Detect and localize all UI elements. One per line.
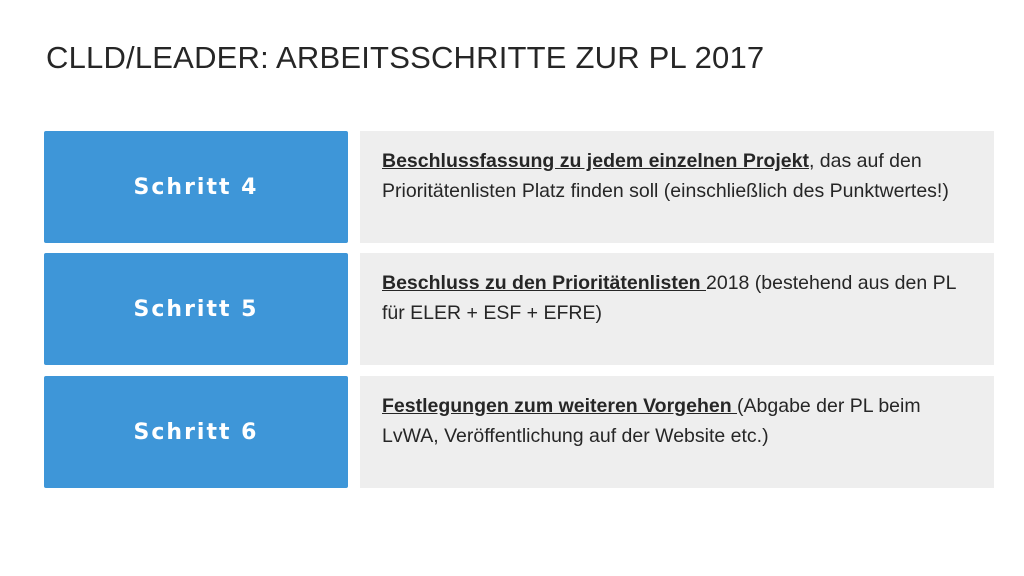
step-label: Schritt 5 <box>133 296 259 322</box>
step-emphasis: Beschlussfassung zu jedem einzelnen Proj… <box>382 150 809 172</box>
step-description: , das auf den Prioritätenlisten Platz fi… <box>382 150 949 202</box>
step-description-box: Beschlussfassung zu jedem einzelnen Proj… <box>360 131 994 243</box>
step-description: 2018 (bestehend aus den PL für ELER + ES… <box>382 272 956 324</box>
step-emphasis: Festlegungen zum weiteren Vorgehen <box>382 395 738 417</box>
step-description-box: Festlegungen zum weiteren Vorgehen (Abga… <box>360 376 994 488</box>
step-description: (Abgabe der PL beim LvWA, Veröffentlichu… <box>382 395 921 447</box>
step-emphasis: Beschluss zu den Prioritätenlisten <box>382 272 706 294</box>
step-row-4: Schritt 4 Beschlussfassung zu jedem einz… <box>44 131 994 243</box>
step-row-5: Schritt 5 Beschluss zu den Prioritätenli… <box>44 253 994 365</box>
step-label: Schritt 4 <box>133 174 259 200</box>
slide-title: CLLD/LEADER: ARBEITSSCHRITTE ZUR PL 2017 <box>46 40 765 75</box>
step-label-box: Schritt 6 <box>44 376 348 488</box>
step-row-6: Schritt 6 Festlegungen zum weiteren Vorg… <box>44 376 994 488</box>
step-description-box: Beschluss zu den Prioritätenlisten 2018 … <box>360 253 994 365</box>
step-label-box: Schritt 5 <box>44 253 348 365</box>
step-label-box: Schritt 4 <box>44 131 348 243</box>
step-label: Schritt 6 <box>133 419 259 445</box>
